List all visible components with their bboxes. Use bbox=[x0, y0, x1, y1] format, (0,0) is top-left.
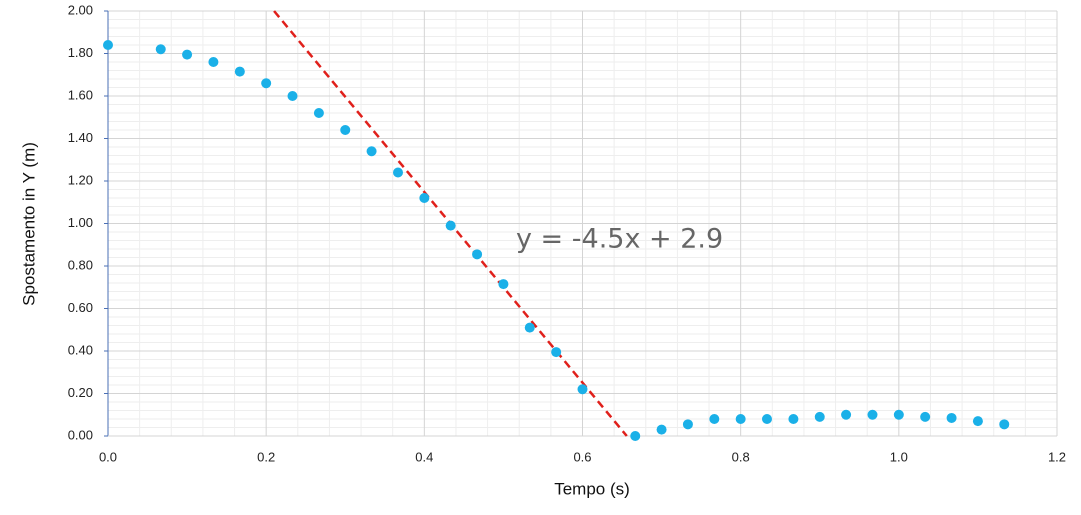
y-tick-label: 0.60 bbox=[68, 300, 93, 315]
data-point bbox=[999, 419, 1010, 430]
data-point bbox=[155, 44, 166, 55]
data-point bbox=[867, 409, 878, 420]
y-tick-label: 0.00 bbox=[68, 427, 93, 442]
trendline-equation: y = -4.5x + 2.9 bbox=[516, 224, 723, 255]
x-tick-label: 1.2 bbox=[1048, 449, 1066, 464]
x-tick-label: 0.4 bbox=[415, 449, 433, 464]
data-point bbox=[287, 91, 298, 101]
y-tick-label: 1.00 bbox=[68, 215, 93, 230]
data-point bbox=[261, 78, 272, 89]
data-point bbox=[313, 108, 324, 118]
data-point bbox=[340, 125, 351, 135]
data-point bbox=[788, 414, 799, 424]
data-point bbox=[182, 49, 193, 60]
data-point bbox=[234, 66, 245, 77]
data-point bbox=[577, 384, 588, 395]
data-point bbox=[498, 279, 509, 290]
data-point bbox=[103, 40, 113, 50]
data-point bbox=[972, 416, 983, 427]
y-tick-label: 0.20 bbox=[68, 385, 93, 400]
data-point bbox=[208, 57, 219, 67]
x-tick-label: 0.6 bbox=[573, 449, 591, 464]
x-tick-label: 0.8 bbox=[732, 449, 750, 464]
data-point bbox=[524, 322, 535, 333]
y-tick-label: 1.80 bbox=[68, 45, 93, 60]
data-point bbox=[709, 414, 720, 424]
data-point bbox=[392, 167, 403, 178]
x-tick-label: 0.2 bbox=[257, 449, 275, 464]
x-tick-label: 1.0 bbox=[890, 449, 908, 464]
data-point bbox=[946, 412, 957, 423]
y-tick-label: 1.20 bbox=[68, 172, 93, 187]
data-point bbox=[656, 424, 667, 435]
data-point bbox=[472, 249, 483, 260]
y-tick-label: 1.40 bbox=[68, 130, 93, 145]
data-point bbox=[841, 409, 852, 420]
y-axis-title: Spostamento in Y (m) bbox=[19, 142, 38, 306]
data-point bbox=[419, 193, 430, 203]
x-axis-title: Tempo (s) bbox=[554, 479, 630, 498]
y-tick-label: 0.80 bbox=[68, 257, 93, 272]
data-point bbox=[630, 431, 641, 441]
y-tick-label: 0.40 bbox=[68, 342, 93, 357]
data-point bbox=[682, 419, 693, 430]
x-tick-label: 0.0 bbox=[99, 449, 117, 464]
data-point bbox=[551, 347, 562, 358]
data-point bbox=[366, 146, 377, 157]
data-point bbox=[814, 411, 825, 422]
y-tick-label: 2.00 bbox=[68, 2, 93, 17]
data-point bbox=[445, 220, 456, 231]
data-point bbox=[762, 414, 773, 424]
y-tick-label: 1.60 bbox=[68, 87, 93, 102]
data-point bbox=[735, 414, 746, 424]
data-point bbox=[920, 411, 931, 422]
data-point bbox=[893, 409, 904, 420]
